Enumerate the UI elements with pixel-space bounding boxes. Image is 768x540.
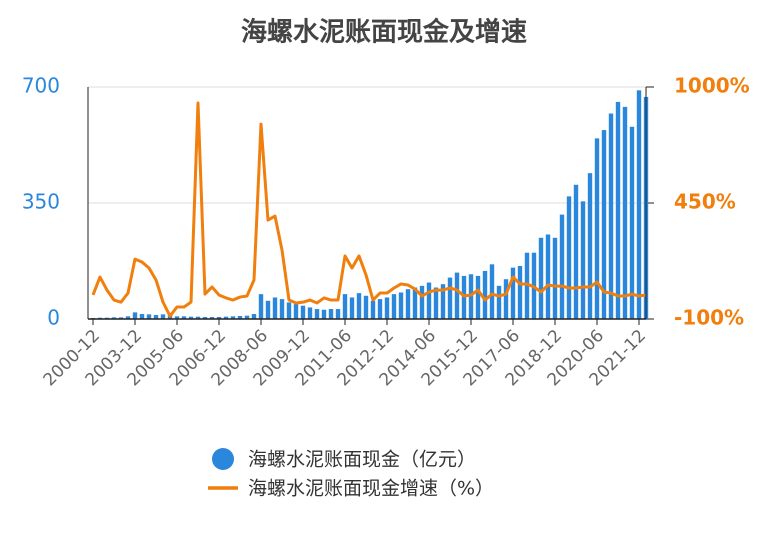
y-tick-label: 700 [22,74,60,98]
bar [279,299,285,319]
bar [237,316,243,319]
bar [454,272,460,319]
bar [286,302,292,319]
bar [601,130,607,319]
bar [153,315,159,319]
bar [419,285,425,319]
bar [174,316,180,319]
bar [377,299,383,319]
bar [622,106,628,319]
bar [118,317,124,319]
bar [496,285,502,319]
bar [244,315,250,319]
bar [545,234,551,319]
bar [587,173,593,319]
bar [629,126,635,320]
bar [573,184,579,319]
legend-marker [212,448,234,470]
bar [160,314,166,319]
bar [559,214,565,319]
bar [307,307,313,319]
bar [468,274,474,319]
bar [447,277,453,319]
bar [608,113,614,319]
bar [475,275,481,319]
bar [517,265,523,319]
bar [251,314,257,319]
bar [321,309,327,319]
bar [440,284,446,319]
y2-tick-label: 1000% [674,74,750,98]
bar [111,317,117,319]
bar [426,282,432,319]
bar [181,316,187,319]
bar [139,314,145,319]
bar [314,309,320,319]
bar [552,237,558,319]
bar [216,317,222,319]
bar [510,267,516,319]
bar [258,294,264,319]
bar [636,90,642,319]
bar [209,317,215,319]
bar [524,252,530,319]
y-tick-label: 350 [22,190,60,214]
y2-tick-label: 450% [674,190,736,214]
bar [230,316,236,319]
bar [594,138,600,319]
bar [363,295,369,319]
y-tick-label: 0 [47,306,60,330]
growth-line [91,101,647,318]
bar [405,289,411,319]
bar [412,287,418,319]
bar [615,101,621,320]
bar [328,309,334,319]
bar [580,201,586,319]
bar [503,279,509,319]
y2-tick-label: -100% [674,306,744,330]
bar [293,304,299,319]
bar [384,297,390,319]
bar [391,294,397,319]
bar [356,293,362,319]
bar [349,297,355,319]
bar [342,294,348,319]
bar [223,316,229,319]
bar [566,196,572,319]
bar [433,287,439,319]
bar [489,264,495,319]
bar [300,305,306,319]
bar [538,237,544,319]
bar [146,314,152,319]
bar [202,317,208,319]
bar [188,316,194,319]
legend-label: 海螺水泥账面现金（亿元） [248,449,476,471]
bar [272,297,278,319]
bar [482,270,488,319]
bar [132,312,138,319]
bar [370,300,376,319]
bar [335,309,341,319]
chart-title: 海螺水泥账面现金及增速 [241,17,527,48]
legend-label: 海螺水泥账面现金增速（%） [248,478,494,500]
bar [265,300,271,319]
bar [125,316,131,319]
bar [398,292,404,319]
bar [195,316,201,319]
